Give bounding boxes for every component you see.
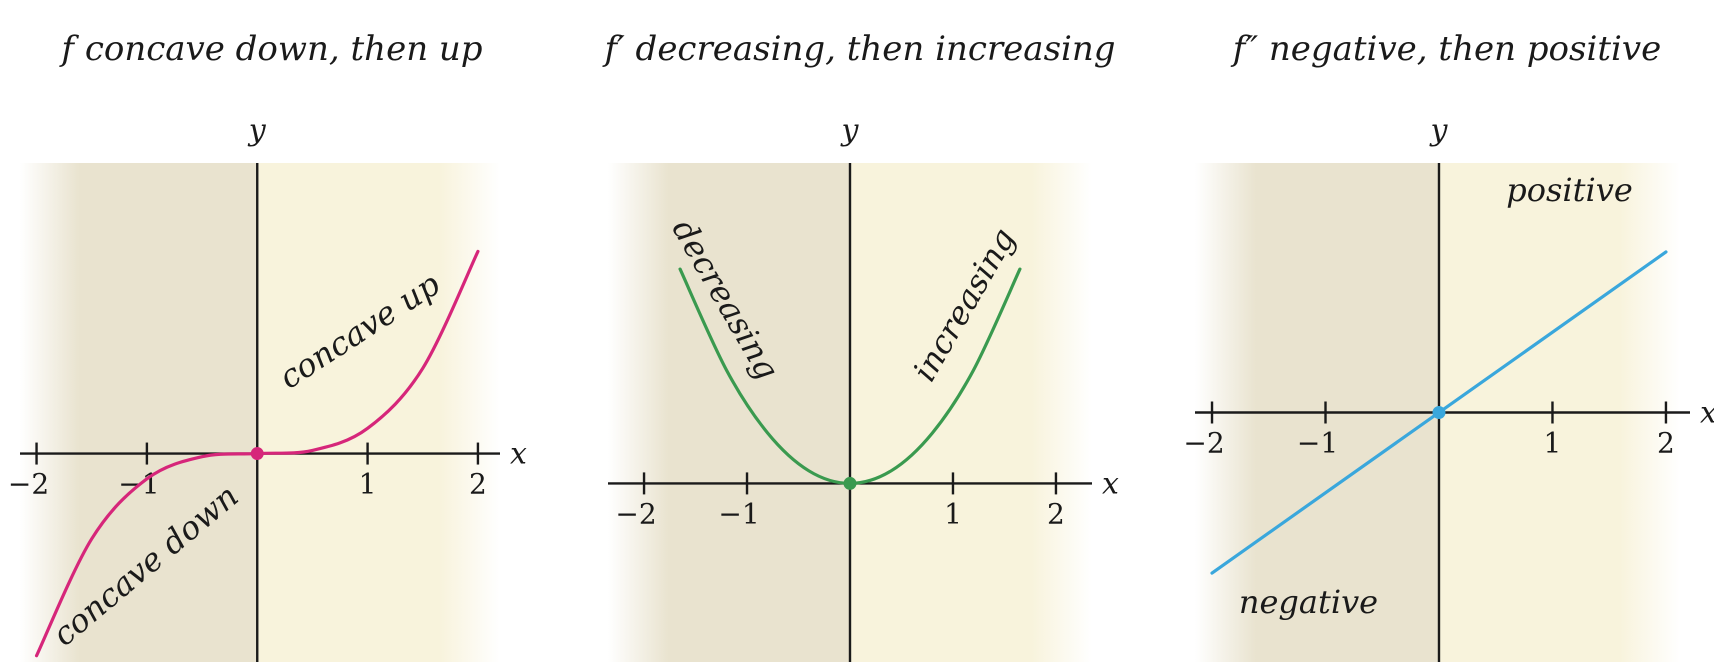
region-concave-down (20, 163, 258, 662)
x-axis-label: x (510, 437, 527, 472)
origin-point (843, 476, 857, 490)
x-tick-label: −2 (8, 468, 49, 501)
x-tick-label: 2 (1657, 427, 1675, 460)
origin-point (1432, 406, 1446, 419)
panel-3: x y −2 −1 1 2 positive negative (1183, 113, 1714, 662)
x-tick-label: 1 (1544, 427, 1562, 460)
x-tick-label: −1 (1297, 427, 1338, 460)
x-tick-label: 1 (359, 468, 377, 501)
x-axis-label: x (1102, 466, 1119, 501)
x-axis-label: x (1700, 396, 1714, 431)
annotation-negative: negative (1239, 583, 1378, 621)
y-axis-label: y (840, 113, 860, 148)
x-tick-label: −2 (615, 497, 656, 530)
region-decreasing (608, 163, 850, 662)
x-tick-label: 1 (944, 497, 962, 530)
y-axis-label: y (1429, 113, 1449, 148)
x-tick-label: 2 (1047, 497, 1065, 530)
panel-2-title: f′ decreasing, then increasing (601, 29, 1115, 69)
y-axis-label: y (247, 113, 267, 148)
origin-point (250, 447, 264, 461)
region-increasing (850, 163, 1092, 662)
x-tick-label: −1 (718, 497, 759, 530)
x-tick-label: −2 (1183, 427, 1224, 460)
panel-3-title: f″ negative, then positive (1230, 29, 1661, 69)
panel-1-title: f concave down, then up (58, 29, 482, 69)
x-tick-label: 2 (469, 468, 487, 501)
region-concave-up (257, 163, 500, 662)
annotation-positive: positive (1506, 171, 1633, 209)
